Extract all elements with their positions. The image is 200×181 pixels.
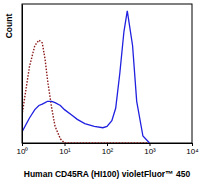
x-tick: 10⁴ [186,143,199,156]
x-tick-label: 10⁰ [17,147,29,156]
x-tick-mark [107,143,108,146]
series-line [22,40,150,143]
x-tick: 10¹ [59,143,71,156]
x-tick: 10⁰ [17,143,29,156]
y-axis-title: Count [4,14,14,39]
x-axis-line [23,144,193,147]
x-tick: 10³ [144,143,156,156]
x-tick-label: 10¹ [59,147,71,156]
x-axis: 10⁰ 10¹ 10² 10³ 10⁴ [17,143,200,156]
plot: 10⁰ 10¹ 10² 10³ 10⁴ [17,4,200,156]
x-tick-mark [192,143,193,146]
series-line [22,11,150,143]
x-tick-mark [65,143,66,146]
plot-frame [22,4,192,143]
x-tick: 10² [102,143,114,156]
x-tick-label: 10⁴ [186,147,199,156]
series-group [22,11,150,143]
x-tick-label: 10³ [144,147,156,156]
x-axis-title: Human CD45RA (HI100) violetFluor™ 450 [24,169,191,179]
x-tick-mark [150,143,151,146]
x-tick-label: 10² [102,147,114,156]
chart: 10⁰ 10¹ 10² 10³ 10⁴ Human CD45RA (HI100) viol… [0,0,200,181]
y-axis [22,5,23,144]
y-axis-line [22,5,23,144]
